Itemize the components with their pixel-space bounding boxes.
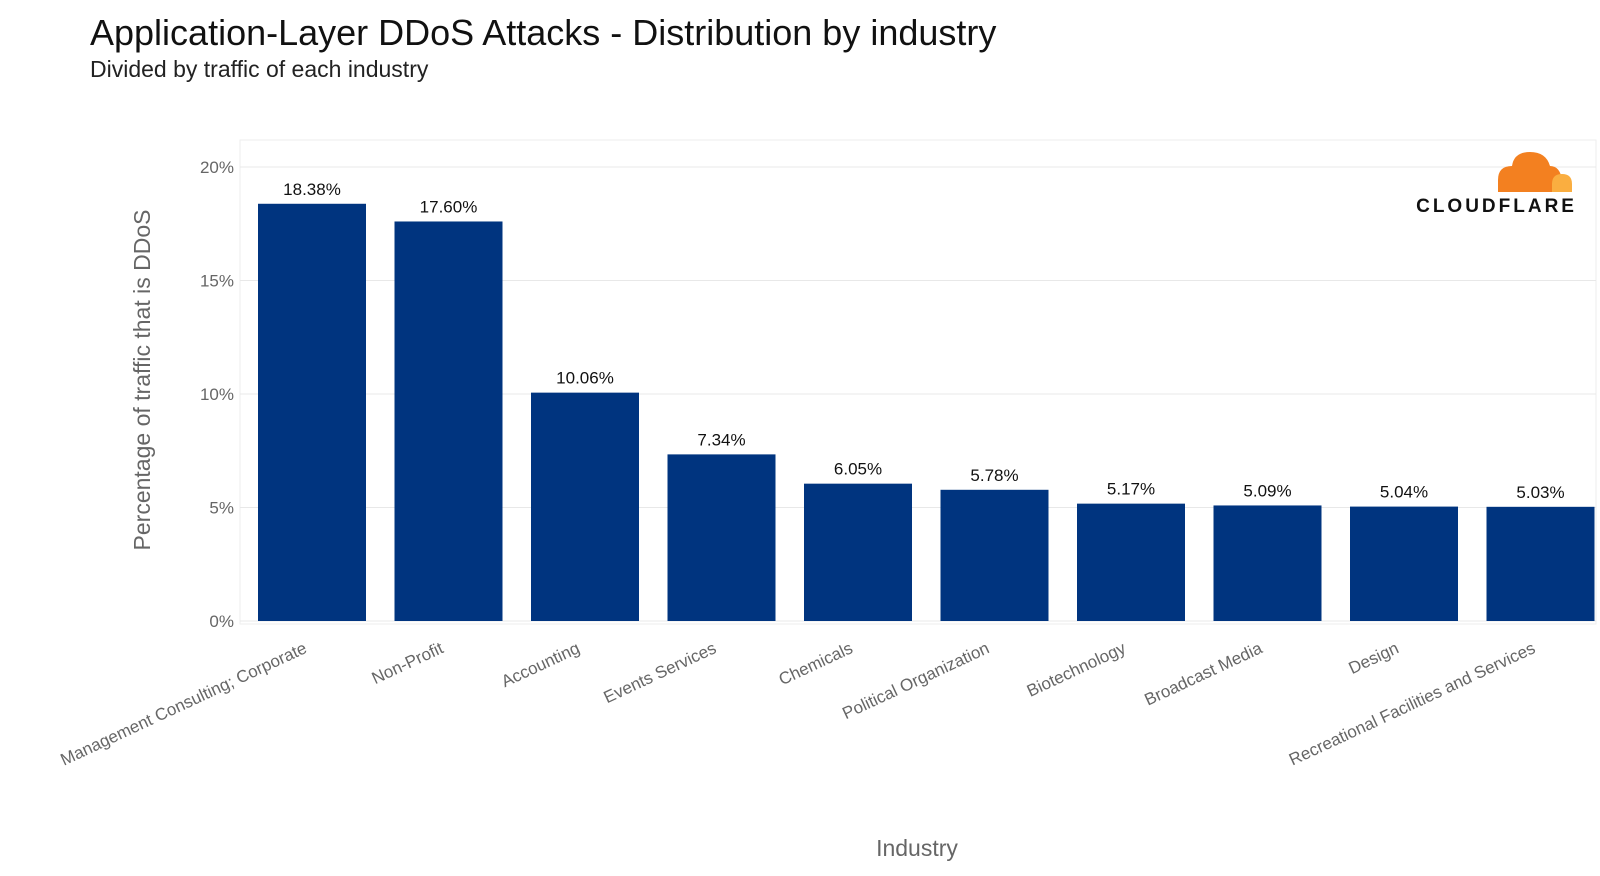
bar xyxy=(258,203,366,622)
x-axis-category-labels: Management Consulting; Corporate Non-Prof… xyxy=(58,638,1539,769)
x-tick-label: Recreational Facilities and Services xyxy=(1286,638,1538,769)
chart-title: Application-Layer DDoS Attacks - Distrib… xyxy=(90,12,997,53)
x-tick-label: Management Consulting; Corporate xyxy=(58,638,310,769)
x-tick-label: Political Organization xyxy=(839,638,992,723)
cloudflare-logo: CLOUDFLARE xyxy=(1416,152,1577,217)
bar xyxy=(1077,503,1185,621)
bar xyxy=(804,483,912,621)
bar-value-label: 17.60% xyxy=(420,197,478,216)
x-tick-label: Non-Profit xyxy=(369,638,447,688)
bar-value-label: 18.38% xyxy=(283,180,341,199)
plot-area: 0% 5% 10% 15% 20% 18.38% 17.60% 10.06% 7.34% 6.0… xyxy=(58,139,1597,769)
cloud-icon xyxy=(1498,152,1572,192)
bar-value-label: 5.09% xyxy=(1243,481,1291,500)
bar xyxy=(1486,506,1595,621)
bar xyxy=(667,454,776,621)
x-tick-label: Biotechnology xyxy=(1024,638,1129,701)
bar-value-label: 5.04% xyxy=(1380,483,1428,502)
y-axis-title: Percentage of traffic that is DDoS xyxy=(129,210,155,551)
bar xyxy=(394,221,503,622)
bar xyxy=(940,489,1049,621)
x-tick-label: Accounting xyxy=(498,638,582,691)
bar-value-labels: 18.38% 17.60% 10.06% 7.34% 6.05% 5.78% 5.17% 5.… xyxy=(283,180,1564,502)
x-tick-label: Broadcast Media xyxy=(1142,638,1266,709)
bar-value-label: 5.03% xyxy=(1516,483,1564,502)
y-tick-label: 5% xyxy=(209,499,234,518)
x-axis-title: Industry xyxy=(876,835,958,861)
bar-value-label: 5.78% xyxy=(970,466,1018,485)
y-tick-label: 15% xyxy=(200,272,234,291)
bar-value-label: 7.34% xyxy=(697,430,745,449)
bar-value-label: 10.06% xyxy=(556,369,614,388)
bar xyxy=(1350,506,1458,621)
y-tick-label: 10% xyxy=(200,385,234,404)
x-tick-label: Design xyxy=(1346,638,1402,678)
y-tick-label: 20% xyxy=(200,158,234,177)
bars xyxy=(258,203,1595,622)
bar xyxy=(531,392,639,621)
bar-value-label: 5.17% xyxy=(1107,480,1155,499)
bar-value-label: 6.05% xyxy=(834,460,882,479)
logo-text: CLOUDFLARE xyxy=(1416,196,1577,217)
y-tick-label: 0% xyxy=(209,612,234,631)
bar xyxy=(1213,505,1322,621)
y-axis-ticks: 0% 5% 10% 15% 20% xyxy=(200,158,234,631)
x-tick-label: Events Services xyxy=(601,638,720,707)
chart-subtitle: Divided by traffic of each industry xyxy=(90,56,429,82)
x-tick-label: Chemicals xyxy=(776,638,856,689)
